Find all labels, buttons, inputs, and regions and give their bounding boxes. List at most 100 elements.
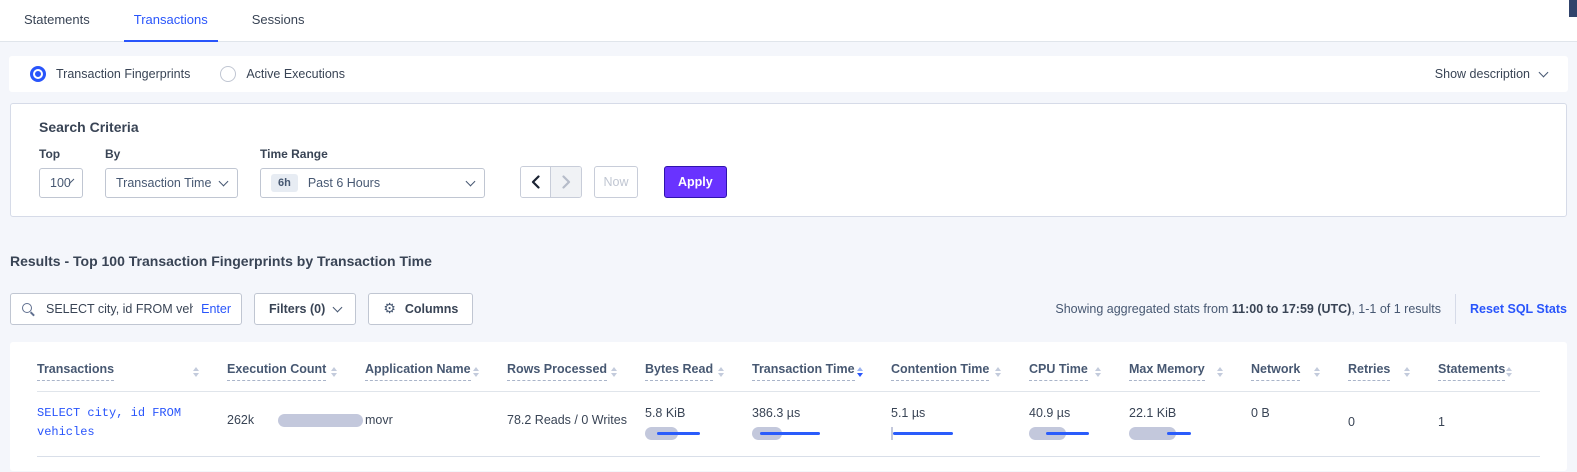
- results-table-card: Transactions Execution Count Application…: [10, 342, 1567, 472]
- column-header-statements[interactable]: Statements: [1438, 362, 1540, 381]
- show-description-label: Show description: [1434, 67, 1530, 81]
- chevron-down-icon: [465, 176, 476, 186]
- sort-icon[interactable]: [718, 366, 724, 377]
- table-row: SELECT city, id FROM vehicles 262k movr …: [37, 391, 1540, 458]
- radio-transaction-fingerprints[interactable]: Transaction Fingerprints: [30, 66, 190, 82]
- time-range-badge: 6h: [271, 174, 298, 192]
- cell-network: 0 B: [1251, 406, 1270, 420]
- sort-icon[interactable]: [611, 366, 617, 377]
- chevron-down-icon: [218, 176, 229, 186]
- contention-time-bar: [891, 427, 1029, 440]
- column-header-application-name[interactable]: Application Name: [365, 362, 507, 381]
- filters-label: Filters (0): [269, 302, 326, 316]
- radio-selected-icon: [30, 66, 46, 82]
- chevron-down-icon: [332, 302, 343, 312]
- gear-icon: ⚙: [383, 301, 396, 317]
- transaction-link[interactable]: SELECT city, id FROM vehicles: [37, 406, 182, 439]
- top-label: Top: [39, 147, 61, 161]
- sort-icon[interactable]: [995, 366, 1001, 377]
- radio-active-executions[interactable]: Active Executions: [220, 66, 345, 82]
- sort-icon[interactable]: [193, 366, 199, 377]
- scrollbar-thumb[interactable]: [1569, 0, 1577, 17]
- sort-icon-active-desc[interactable]: [857, 366, 863, 377]
- column-header-cpu-time[interactable]: CPU Time: [1029, 362, 1129, 381]
- tab-statements[interactable]: Statements: [24, 12, 90, 27]
- stats-time-range: 11:00 to 17:59 (UTC): [1231, 302, 1352, 316]
- top-select-value: 100: [50, 176, 71, 190]
- columns-label: Columns: [404, 302, 459, 316]
- table-header-row: Transactions Execution Count Application…: [37, 354, 1540, 391]
- top-select[interactable]: 100: [39, 168, 83, 198]
- chevron-left-icon: [531, 175, 540, 189]
- time-range-arrows: [520, 166, 582, 198]
- view-toggle-bar: Transaction Fingerprints Active Executio…: [9, 56, 1568, 92]
- cell-transaction-fingerprint: SELECT city, id FROM vehicles: [37, 404, 227, 441]
- top-field: Top 100: [39, 147, 83, 198]
- cell-rows-processed: 78.2 Reads / 0 Writes: [507, 413, 627, 427]
- column-header-transactions[interactable]: Transactions: [37, 362, 227, 381]
- column-header-transaction-time[interactable]: Transaction Time: [752, 362, 891, 381]
- reset-sql-stats-link[interactable]: Reset SQL Stats: [1469, 302, 1567, 316]
- radio-label: Transaction Fingerprints: [56, 67, 191, 81]
- chevron-down-icon: [1538, 67, 1549, 77]
- search-box[interactable]: Enter: [10, 293, 242, 325]
- now-button[interactable]: Now: [594, 166, 638, 198]
- cell-execution-count: 262k: [227, 404, 365, 427]
- toolbar-divider: [1454, 294, 1456, 324]
- sort-icon[interactable]: [1506, 366, 1512, 377]
- bytes-read-bar: [645, 427, 752, 440]
- by-label: By: [105, 147, 121, 161]
- search-icon: [21, 302, 36, 317]
- results-toolbar: Enter Filters (0) ⚙ Columns Showing aggr…: [10, 293, 1567, 325]
- radio-label: Active Executions: [246, 67, 345, 81]
- search-criteria-card: Search Criteria Top 100 By Transaction T…: [10, 103, 1567, 217]
- search-input[interactable]: [44, 301, 196, 317]
- sort-icon[interactable]: [331, 366, 337, 377]
- radio-unselected-icon: [220, 66, 237, 82]
- column-header-max-memory[interactable]: Max Memory: [1129, 362, 1251, 381]
- time-range-label: Time Range: [260, 147, 328, 161]
- time-range-field: Time Range 6h Past 6 Hours: [260, 147, 485, 198]
- search-enter-button[interactable]: Enter: [201, 302, 231, 316]
- by-field: By Transaction Time: [105, 147, 238, 198]
- tab-sessions[interactable]: Sessions: [251, 12, 305, 27]
- cell-max-memory: 22.1 KiB: [1129, 404, 1251, 440]
- filters-button[interactable]: Filters (0): [254, 293, 357, 325]
- next-time-range-button[interactable]: [551, 167, 581, 197]
- show-description-toggle[interactable]: Show description: [1434, 67, 1549, 81]
- cell-bytes-read: 5.8 KiB: [645, 404, 752, 440]
- cell-statements: 1: [1438, 415, 1445, 429]
- columns-button[interactable]: ⚙ Columns: [368, 293, 474, 325]
- column-header-bytes-read[interactable]: Bytes Read: [645, 362, 752, 381]
- page-tabbar: Statements Transactions Sessions: [0, 0, 1577, 42]
- cell-retries: 0: [1348, 415, 1355, 429]
- sort-icon[interactable]: [1217, 366, 1223, 377]
- time-range-select[interactable]: 6h Past 6 Hours: [260, 168, 485, 198]
- cell-contention-time: 5.1 µs: [891, 404, 1029, 440]
- sort-icon[interactable]: [1095, 366, 1101, 377]
- column-header-rows-processed[interactable]: Rows Processed: [507, 362, 645, 381]
- cell-cpu-time: 40.9 µs: [1029, 404, 1129, 440]
- cpu-time-bar: [1029, 427, 1129, 440]
- cell-application-name: movr: [365, 413, 393, 427]
- execution-count-bar: [278, 413, 364, 427]
- max-memory-bar: [1129, 427, 1251, 440]
- by-select[interactable]: Transaction Time: [105, 168, 238, 198]
- sort-icon[interactable]: [1404, 366, 1410, 377]
- tab-transactions[interactable]: Transactions: [123, 12, 218, 42]
- column-header-execution-count[interactable]: Execution Count: [227, 362, 365, 381]
- column-header-contention-time[interactable]: Contention Time: [891, 362, 1029, 381]
- transaction-time-bar: [752, 427, 891, 440]
- apply-button[interactable]: Apply: [664, 166, 727, 198]
- column-header-network[interactable]: Network: [1251, 362, 1348, 381]
- aggregated-stats-text: Showing aggregated stats from 11:00 to 1…: [1055, 302, 1441, 316]
- by-select-value: Transaction Time: [116, 176, 212, 190]
- time-range-value: Past 6 Hours: [307, 176, 381, 190]
- chevron-right-icon: [561, 175, 570, 189]
- sort-icon[interactable]: [473, 366, 479, 377]
- sort-icon[interactable]: [1314, 366, 1320, 377]
- cell-transaction-time: 386.3 µs: [752, 404, 891, 440]
- search-criteria-title: Search Criteria: [39, 119, 139, 135]
- previous-time-range-button[interactable]: [521, 167, 551, 197]
- column-header-retries[interactable]: Retries: [1348, 362, 1438, 381]
